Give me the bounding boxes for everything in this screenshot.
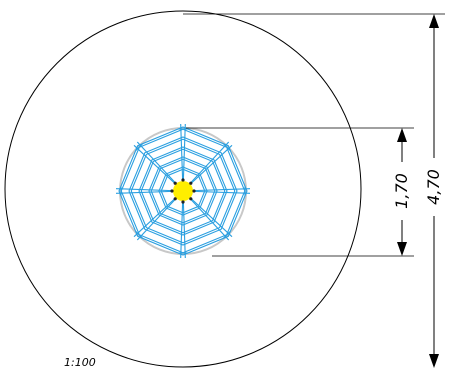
inner-arrow-bottom	[397, 242, 407, 256]
web-spoke-tick	[222, 230, 231, 239]
center-dot	[181, 178, 185, 182]
center-dot	[189, 197, 193, 201]
center-dot	[189, 181, 193, 185]
web-spoke-tick	[135, 230, 144, 239]
center-dot	[170, 189, 174, 193]
outer-dimension: 4,70	[183, 13, 445, 368]
web-ring	[150, 158, 216, 224]
web-ring	[118, 126, 248, 256]
inner-boundary-ring	[119, 127, 247, 255]
web-ring	[140, 148, 226, 234]
web-ring	[148, 156, 218, 226]
web-ring	[130, 138, 236, 244]
web-ring	[138, 146, 228, 236]
web-ring	[158, 166, 208, 216]
web-center	[173, 181, 193, 201]
center-dot	[192, 189, 196, 193]
inner-dimension-label: 1,70	[392, 173, 411, 209]
web-ring	[160, 168, 206, 214]
inner-arrow-top	[397, 128, 407, 142]
scale-label: 1:100	[64, 356, 96, 368]
web-spoke-tick	[135, 143, 144, 152]
outer-circle	[4, 10, 362, 368]
web-spoke-tick	[222, 143, 231, 152]
outer-arrow-bottom	[429, 354, 439, 368]
center-dots	[170, 178, 196, 204]
web-ring	[128, 136, 238, 246]
outer-arrow-top	[429, 14, 439, 28]
outer-dimension-label: 4,70	[424, 169, 443, 205]
center-dot	[173, 197, 177, 201]
center-dot	[181, 200, 185, 204]
inner-dimension: 1,70	[186, 127, 414, 257]
center-dot	[173, 181, 177, 185]
